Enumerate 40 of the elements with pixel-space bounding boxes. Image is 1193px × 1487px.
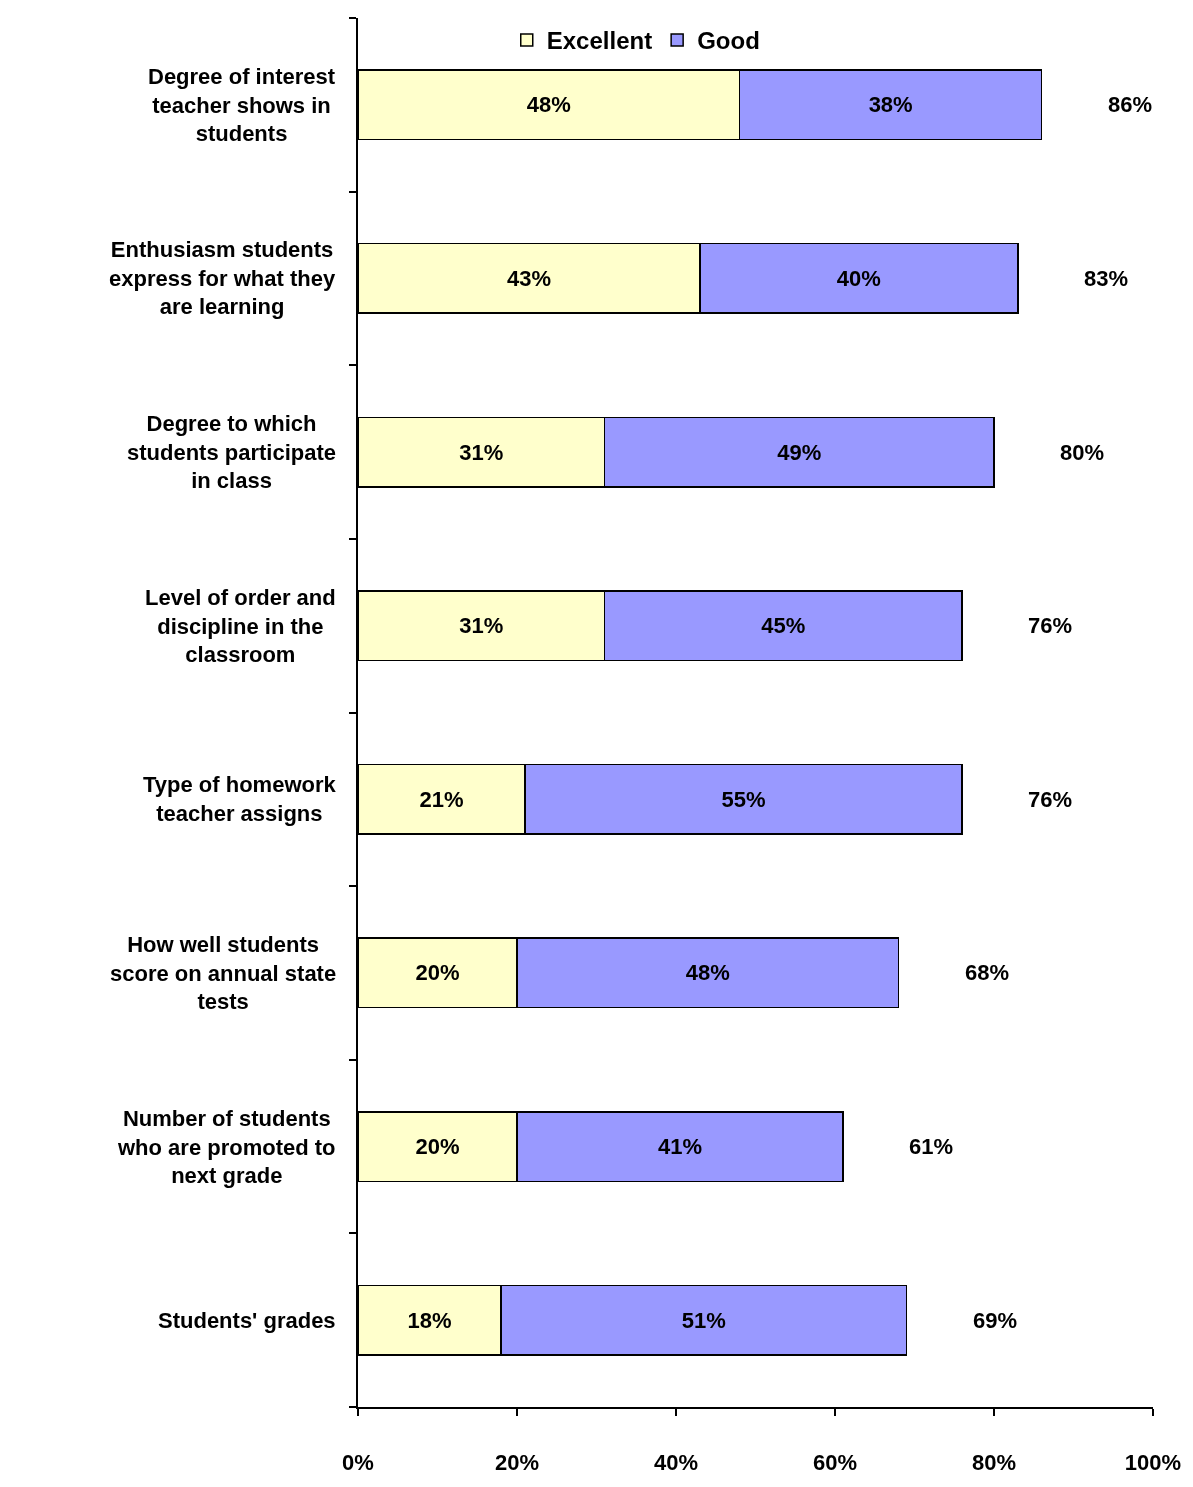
data-label: 43%	[506, 265, 551, 291]
data-label: 20%	[415, 960, 460, 986]
y-tick-label: Students' grades	[158, 1308, 336, 1333]
total-label: 86%	[1108, 92, 1153, 117]
legend-label: Excellent	[546, 27, 653, 55]
y-tick-label: Degree of interest teacher shows in students	[148, 64, 336, 147]
x-tick-label: 40%	[653, 1450, 699, 1476]
total-label: 76%	[1028, 787, 1073, 812]
data-label: 21%	[419, 786, 464, 812]
x-tick-label: 60%	[812, 1450, 858, 1476]
y-tick-label: Number of students who are promoted to next grade	[117, 1106, 336, 1189]
data-label: 18%	[407, 1307, 452, 1333]
y-tick-label: Degree to which students participate in class	[127, 411, 337, 494]
data-label: 31%	[459, 613, 504, 639]
total-label: 83%	[1084, 266, 1129, 291]
total-label: 80%	[1060, 440, 1105, 465]
total-label: 68%	[965, 960, 1010, 985]
data-label: 45%	[761, 613, 806, 639]
x-tick-label: 0%	[342, 1450, 374, 1476]
data-label: 40%	[836, 265, 881, 291]
x-tick-label: 80%	[971, 1450, 1017, 1476]
x-tick-label: 20%	[494, 1450, 540, 1476]
legend-label: Good	[697, 27, 760, 55]
y-tick-label: Enthusiasm students express for what they are learning	[109, 237, 336, 320]
data-label: 55%	[721, 786, 766, 812]
data-label: 48%	[685, 960, 730, 986]
data-label: 49%	[777, 439, 822, 465]
total-label: 69%	[973, 1308, 1018, 1333]
total-label: 76%	[1028, 613, 1073, 638]
data-label: 48%	[526, 92, 571, 118]
data-label: 38%	[868, 92, 913, 118]
data-label: 51%	[681, 1307, 726, 1333]
data-label: 31%	[459, 439, 504, 465]
data-label: 41%	[657, 1134, 702, 1160]
y-tick-label: How well students score on annual state tests	[110, 932, 337, 1015]
x-tick-label: 100%	[1124, 1450, 1182, 1476]
y-tick-label: Level of order and discipline in the classroom	[145, 585, 336, 668]
total-label: 61%	[909, 1134, 954, 1159]
y-tick-label: Type of homework teacher assigns	[143, 772, 337, 826]
data-label: 20%	[415, 1134, 460, 1160]
